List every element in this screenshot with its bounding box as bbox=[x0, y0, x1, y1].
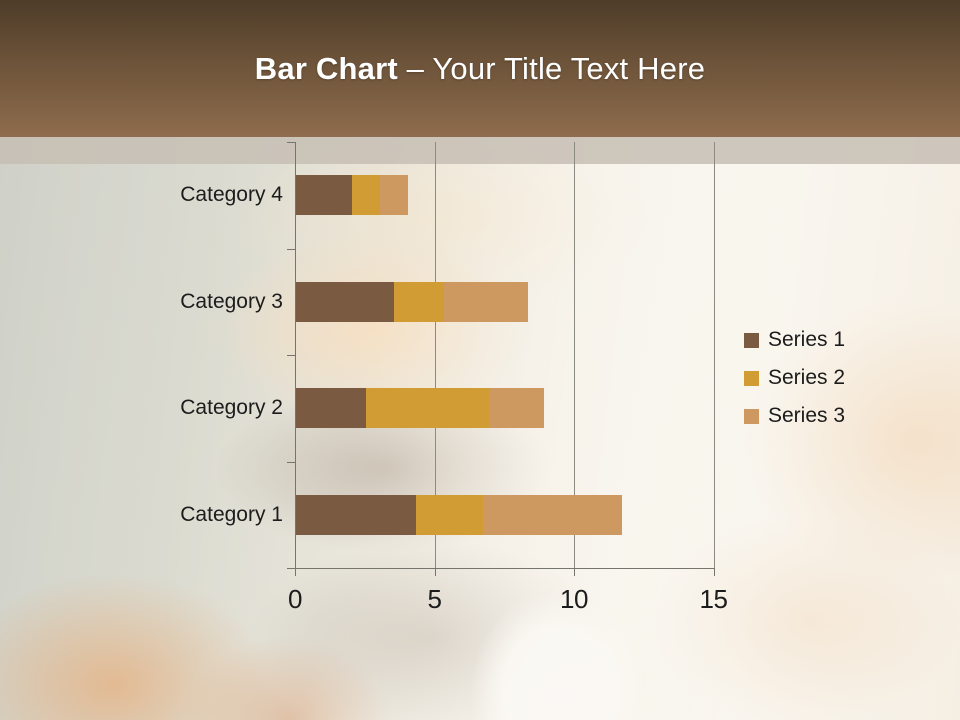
value-axis-label: 0 bbox=[288, 584, 302, 614]
category-label: Category 1 bbox=[180, 502, 283, 526]
bar-category-4 bbox=[296, 175, 408, 216]
y-axis-tick bbox=[287, 568, 295, 569]
slide-title: Bar Chart – Your Title Text Here bbox=[255, 51, 705, 87]
category-label: Category 4 bbox=[180, 183, 283, 207]
header-shadow-strip bbox=[0, 137, 960, 164]
x-axis-line bbox=[295, 568, 715, 569]
legend-item-series-2: Series 2 bbox=[744, 366, 845, 390]
value-axis-label: 15 bbox=[699, 584, 728, 614]
x-axis-tick-10 bbox=[574, 569, 575, 576]
bar-segment-series-3 bbox=[379, 175, 408, 216]
legend-label: Series 1 bbox=[768, 328, 846, 351]
legend-label: Series 3 bbox=[768, 404, 846, 427]
gridline-5 bbox=[434, 142, 436, 568]
legend-label: Series 2 bbox=[768, 366, 846, 389]
bar-category-1 bbox=[296, 494, 623, 535]
gridline-15 bbox=[713, 142, 715, 568]
bar-segment-series-3 bbox=[488, 388, 545, 429]
y-axis-tick bbox=[287, 248, 295, 250]
y-axis-tick bbox=[287, 142, 295, 143]
y-axis-line bbox=[295, 142, 296, 569]
bar-segment-series-1 bbox=[296, 175, 352, 216]
x-axis-tick-15 bbox=[713, 569, 715, 576]
bar-segment-series-1 bbox=[296, 388, 366, 429]
value-axis-label: 5 bbox=[427, 584, 442, 614]
bar-segment-series-2 bbox=[365, 388, 489, 429]
y-axis-tick bbox=[287, 355, 295, 356]
chart-legend: Series 1 Series 2 Series 3 bbox=[744, 328, 845, 428]
title-bar: Bar Chart – Your Title Text Here bbox=[0, 0, 960, 137]
x-axis-tick-5 bbox=[434, 569, 436, 576]
slide-title-keyword: Bar Chart bbox=[254, 50, 398, 86]
category-label: Category 2 bbox=[180, 396, 283, 420]
category-label: Category 3 bbox=[180, 289, 283, 313]
bar-segment-series-3 bbox=[482, 494, 623, 535]
bar-segment-series-3 bbox=[443, 281, 528, 322]
y-axis-tick bbox=[287, 461, 295, 463]
slide-title-subtitle: – Your Title Text Here bbox=[397, 50, 706, 86]
bar-segment-series-2 bbox=[415, 494, 483, 535]
legend-swatch-icon bbox=[744, 370, 759, 386]
legend-swatch-icon bbox=[744, 408, 759, 424]
bar-segment-series-2 bbox=[351, 175, 380, 216]
bar-segment-series-2 bbox=[393, 281, 444, 322]
gridline-10 bbox=[574, 142, 575, 568]
x-axis-tick-0 bbox=[295, 569, 296, 576]
bar-category-2 bbox=[296, 388, 545, 429]
bar-category-3 bbox=[296, 281, 528, 322]
bar-segment-series-1 bbox=[296, 494, 416, 535]
legend-swatch-icon bbox=[744, 332, 759, 348]
value-axis-label: 10 bbox=[560, 584, 588, 614]
background-white-overlay bbox=[0, 137, 960, 720]
bar-segment-series-1 bbox=[296, 281, 394, 322]
legend-item-series-1: Series 1 bbox=[744, 328, 845, 352]
legend-item-series-3: Series 3 bbox=[744, 404, 845, 428]
